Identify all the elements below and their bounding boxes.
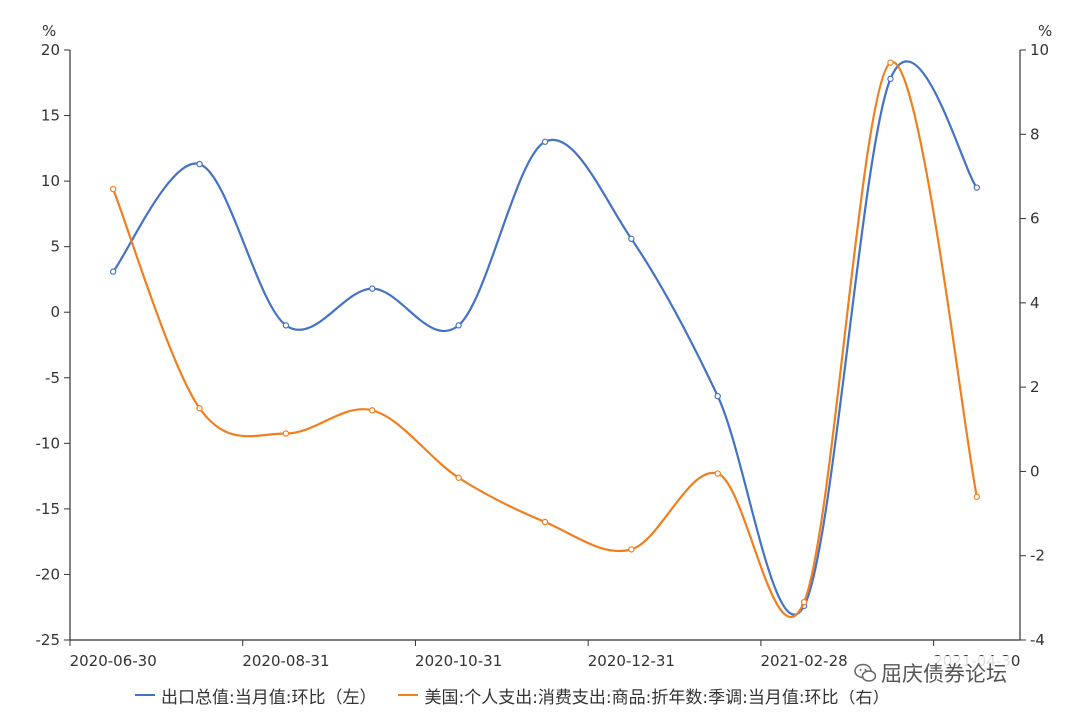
x-tick-label: 2020-08-31	[242, 652, 329, 670]
data-point-0	[196, 160, 203, 168]
series-layer	[109, 59, 981, 619]
legend: 出口总值:当月值:环比（左） 美国:个人支出:消费支出:商品:折年数:季调:当月…	[135, 680, 912, 710]
legend-label-export: 出口总值:当月值:环比（左）	[161, 687, 377, 708]
left-tick-label: -15	[36, 500, 61, 518]
left-axis-unit: %	[42, 22, 56, 40]
right-axis-unit: %	[1038, 22, 1052, 40]
wechat-icon	[854, 663, 876, 682]
watermark-text: 屈庆债券论坛	[881, 662, 1007, 686]
left-tick-label: -10	[36, 434, 61, 452]
data-point-0	[541, 138, 549, 145]
left-tick-label: 10	[41, 172, 60, 190]
data-point-1	[369, 407, 376, 414]
x-tick-label: 2020-10-31	[415, 652, 502, 670]
right-tick-label: 10	[1030, 41, 1049, 59]
data-point-1	[800, 598, 808, 606]
data-point-0	[369, 285, 376, 292]
right-tick-label: 4	[1030, 294, 1040, 312]
right-tick-label: 0	[1030, 462, 1040, 480]
data-point-0	[714, 392, 721, 400]
x-tick-label: 2020-12-31	[588, 652, 675, 670]
series-1	[109, 59, 981, 619]
left-tick-label: 0	[50, 303, 60, 321]
left-tick-label: -25	[36, 631, 61, 649]
left-tick-label: -5	[45, 369, 60, 387]
x-tick-label: 2021-02-28	[760, 652, 847, 670]
series-line-0	[112, 60, 978, 616]
legend-item-export[interactable]: 出口总值:当月值:环比（左）	[135, 683, 376, 708]
data-point-1	[455, 474, 462, 481]
data-point-1	[628, 546, 635, 553]
data-point-1	[714, 470, 721, 477]
left-tick-label: -20	[36, 565, 61, 583]
data-point-1	[282, 430, 290, 437]
right-tick-label: -2	[1030, 547, 1045, 565]
data-point-1	[196, 405, 203, 412]
data-point-0	[887, 75, 894, 83]
legend-label-us-spending: 美国:个人支出:消费支出:商品:折年数:季调:当月值:环比（右）	[424, 687, 890, 708]
right-tick-label: 6	[1030, 210, 1040, 228]
legend-swatch-us-spending	[398, 694, 419, 696]
data-point-0	[109, 268, 117, 275]
left-tick-label: 15	[41, 107, 60, 125]
legend-item-us-spending[interactable]: 美国:个人支出:消费支出:商品:折年数:季调:当月值:环比（右）	[398, 683, 890, 708]
data-point-1	[973, 493, 981, 500]
data-point-0	[628, 235, 635, 242]
series-0	[109, 60, 981, 616]
data-point-0	[455, 322, 462, 329]
watermark: 屈庆债券论坛	[850, 656, 1011, 690]
right-tick-label: 2	[1030, 378, 1040, 396]
data-point-1	[541, 518, 549, 526]
right-tick-label: -4	[1030, 631, 1045, 649]
data-point-1	[109, 185, 117, 193]
right-tick-label: 8	[1030, 125, 1040, 143]
data-point-1	[887, 59, 894, 66]
x-tick-label: 2020-06-30	[70, 652, 157, 670]
data-point-0	[282, 322, 290, 329]
series-line-1	[112, 61, 978, 619]
data-point-0	[973, 184, 981, 191]
legend-swatch-export	[135, 694, 155, 696]
axes: % %20151050-5-10-15-20-251086420-2-42020-…	[36, 22, 1053, 670]
left-tick-label: 5	[50, 238, 60, 256]
left-tick-label: 20	[41, 41, 60, 59]
